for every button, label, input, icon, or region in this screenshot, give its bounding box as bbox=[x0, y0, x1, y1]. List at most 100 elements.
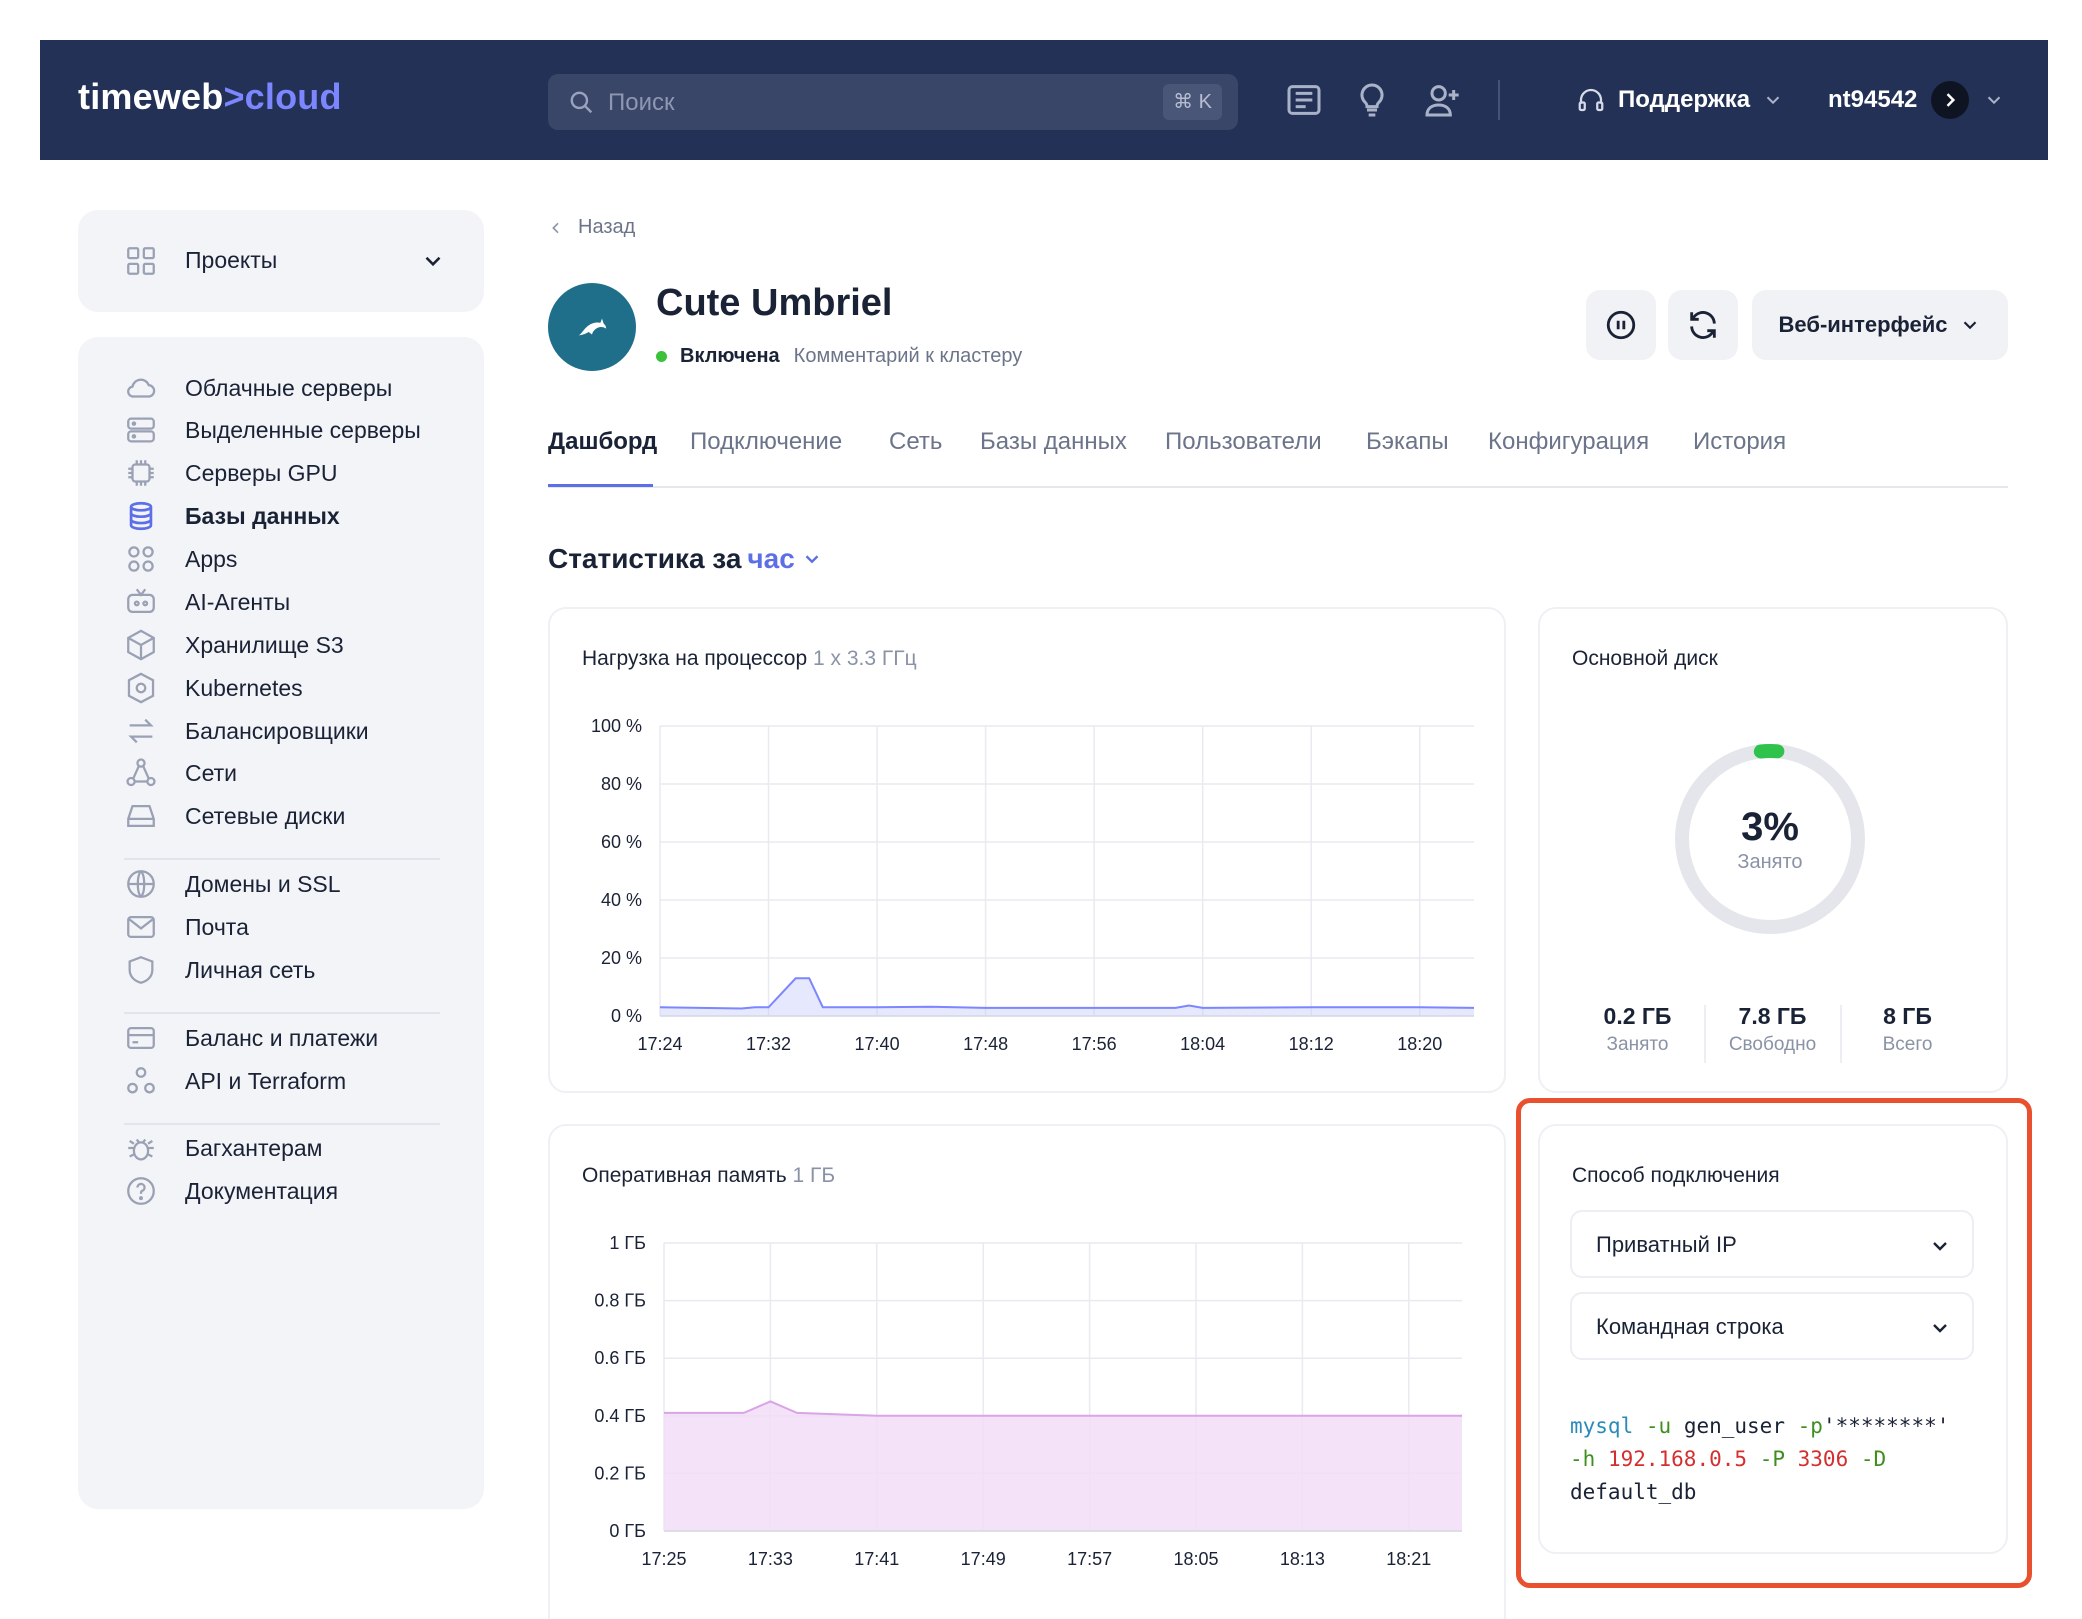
sidebar-item-billing[interactable]: Баланс и платежи bbox=[124, 1018, 464, 1058]
disk-usage-donut bbox=[1675, 744, 1865, 934]
web-interface-button[interactable]: Веб-интерфейс bbox=[1752, 290, 2008, 360]
x-tick-label: 18:20 bbox=[1397, 1034, 1442, 1054]
sidebar-divider bbox=[124, 1012, 440, 1014]
tab-dashboard[interactable]: Дашборд bbox=[548, 428, 658, 455]
sidebar-item-network-disks[interactable]: Сетевые диски bbox=[124, 796, 464, 836]
sidebar-item-private-network[interactable]: Личная сеть bbox=[124, 950, 464, 990]
restart-button[interactable] bbox=[1668, 290, 1738, 360]
cpu-chart: 0 % 20 % 40 % 60 % 80 % 100 % 17:24 17:32 17:40 1… bbox=[591, 716, 1475, 1054]
add-user-icon[interactable] bbox=[1422, 80, 1462, 120]
stats-prefix: Статистика за bbox=[548, 543, 742, 574]
sidebar-nav: Облачные серверы Выделенные серверы Серв… bbox=[78, 337, 484, 1509]
logo-sep: > bbox=[223, 76, 245, 117]
tab-backups[interactable]: Бэкапы bbox=[1366, 428, 1449, 455]
x-tick-label: 17:33 bbox=[748, 1549, 793, 1569]
box-icon bbox=[127, 629, 155, 661]
code-flag: -h bbox=[1570, 1447, 1596, 1471]
tab-databases[interactable]: Базы данных bbox=[980, 428, 1127, 455]
chevron-left-icon bbox=[552, 222, 559, 233]
sidebar-item-label: Балансировщики bbox=[185, 717, 369, 744]
y-tick-label: 100 % bbox=[591, 716, 642, 736]
network-icon bbox=[126, 758, 156, 787]
sidebar-item-bug-bounty[interactable]: Багхантерам bbox=[124, 1128, 464, 1168]
logo[interactable]: timeweb>cloud bbox=[78, 76, 342, 118]
x-tick-label: 17:56 bbox=[1072, 1034, 1117, 1054]
lightbulb-icon[interactable] bbox=[1352, 80, 1392, 120]
sidebar-item-docs[interactable]: Документация bbox=[124, 1171, 464, 1211]
disk-total: 8 ГБ Всего bbox=[1840, 1003, 1975, 1056]
sidebar-item-label: Хранилище S3 bbox=[185, 631, 344, 658]
code-user: gen_user bbox=[1683, 1414, 1785, 1438]
x-tick-label: 17:41 bbox=[854, 1549, 899, 1569]
disk-stat-divider bbox=[1704, 1005, 1706, 1063]
tab-configuration[interactable]: Конфигурация bbox=[1488, 428, 1650, 455]
active-tab-indicator bbox=[548, 484, 653, 487]
user-menu[interactable]: nt94542 bbox=[1828, 80, 2005, 120]
news-icon[interactable] bbox=[1284, 80, 1324, 120]
sidebar-item-api-terraform[interactable]: API и Terraform bbox=[124, 1061, 464, 1101]
code-flag: -P bbox=[1759, 1447, 1785, 1471]
page-title: Cute Umbriel bbox=[656, 282, 893, 324]
ram-subtitle: 1 ГБ bbox=[792, 1164, 836, 1187]
sidebar-item-balancers[interactable]: Балансировщики bbox=[124, 711, 464, 751]
projects-selector[interactable]: Проекты bbox=[78, 210, 484, 312]
user-circle bbox=[1931, 81, 1970, 119]
chevron-down-icon bbox=[1933, 1324, 1947, 1333]
y-tick-label: 0.6 ГБ bbox=[594, 1348, 646, 1368]
sidebar-item-label: Базы данных bbox=[185, 502, 340, 529]
connection-method-select[interactable]: Командная строка bbox=[1570, 1292, 1974, 1360]
sidebar-item-ai-agents[interactable]: AI-Агенты bbox=[124, 582, 464, 622]
code-flag: -u bbox=[1645, 1414, 1672, 1438]
ram-chart-card: Оперативная память 1 ГБ 0 ГБ 0.2 ГБ 0.4 ГБ… bbox=[548, 1124, 1506, 1619]
connection-command[interactable]: mysql -u gen_user -p'********' -h 192.16… bbox=[1570, 1410, 1990, 1509]
cluster-comment[interactable]: Комментарий к кластеру bbox=[793, 345, 1023, 367]
web-interface-label: Веб-интерфейс bbox=[1778, 312, 1948, 337]
x-tick-label: 17:24 bbox=[637, 1034, 682, 1054]
sidebar-item-label: Домены и SSL bbox=[185, 870, 341, 897]
sidebar-item-dedicated-servers[interactable]: Выделенные серверы bbox=[124, 410, 464, 450]
stats-period-selector[interactable]: час bbox=[747, 543, 795, 574]
help-icon bbox=[127, 1177, 155, 1205]
sidebar-item-domains-ssl[interactable]: Домены и SSL bbox=[124, 864, 464, 904]
tab-network[interactable]: Сеть bbox=[889, 428, 943, 455]
network-type-select[interactable]: Приватный IP bbox=[1570, 1210, 1974, 1278]
x-tick-label: 17:25 bbox=[641, 1549, 686, 1569]
chevron-down-icon[interactable] bbox=[801, 548, 823, 570]
sidebar-item-label: Облачные серверы bbox=[185, 374, 393, 401]
disk-used-value: 0.2 ГБ bbox=[1603, 1003, 1672, 1029]
chevron-down-icon bbox=[1988, 96, 2001, 105]
support-menu[interactable]: Поддержка bbox=[1576, 84, 1784, 116]
top-bar: timeweb>cloud Поиск ⌘ K Поддержка nt9454… bbox=[40, 40, 2048, 160]
code-port: 3306 bbox=[1797, 1447, 1849, 1471]
x-tick-label: 18:13 bbox=[1280, 1549, 1325, 1569]
sidebar-item-label: API и Terraform bbox=[185, 1067, 347, 1094]
tab-connection[interactable]: Подключение bbox=[690, 428, 843, 455]
sidebar-item-apps[interactable]: Apps bbox=[124, 539, 464, 579]
sidebar-item-label: Личная сеть bbox=[185, 956, 316, 983]
card-icon bbox=[127, 1026, 155, 1050]
back-link[interactable]: Назад bbox=[548, 216, 635, 239]
tab-bar: Дашборд Подключение Сеть Базы данных Пол… bbox=[548, 420, 2008, 488]
pause-button[interactable] bbox=[1586, 290, 1656, 360]
sidebar-item-cloud-servers[interactable]: Облачные серверы bbox=[124, 368, 464, 408]
ram-chart-title: Оперативная память 1 ГБ bbox=[582, 1164, 835, 1188]
search-placeholder: Поиск bbox=[608, 89, 675, 116]
code-db: default_db bbox=[1570, 1480, 1697, 1504]
sidebar-item-mail[interactable]: Почта bbox=[124, 907, 464, 947]
code-password: '********' bbox=[1822, 1414, 1950, 1438]
sidebar-item-gpu-servers[interactable]: Серверы GPU bbox=[124, 453, 464, 493]
sidebar-divider bbox=[124, 858, 440, 860]
y-tick-label: 1 ГБ bbox=[609, 1233, 646, 1253]
cpu-chart-title: Нагрузка на процессор 1 x 3.3 ГГц bbox=[582, 647, 917, 671]
sidebar-item-databases[interactable]: Базы данных bbox=[124, 496, 464, 536]
search-bar[interactable]: Поиск ⌘ K bbox=[548, 74, 1238, 130]
tab-history[interactable]: История bbox=[1693, 428, 1787, 455]
sidebar-item-networks[interactable]: Сети bbox=[124, 753, 464, 793]
sidebar-item-s3-storage[interactable]: Хранилище S3 bbox=[124, 625, 464, 665]
tab-users[interactable]: Пользователи bbox=[1165, 428, 1322, 455]
search-icon bbox=[570, 91, 593, 114]
pause-icon bbox=[1606, 310, 1636, 340]
disk-free: 7.8 ГБ Свободно bbox=[1705, 1003, 1840, 1056]
globe-icon bbox=[127, 870, 155, 898]
sidebar-item-kubernetes[interactable]: Kubernetes bbox=[124, 668, 464, 708]
